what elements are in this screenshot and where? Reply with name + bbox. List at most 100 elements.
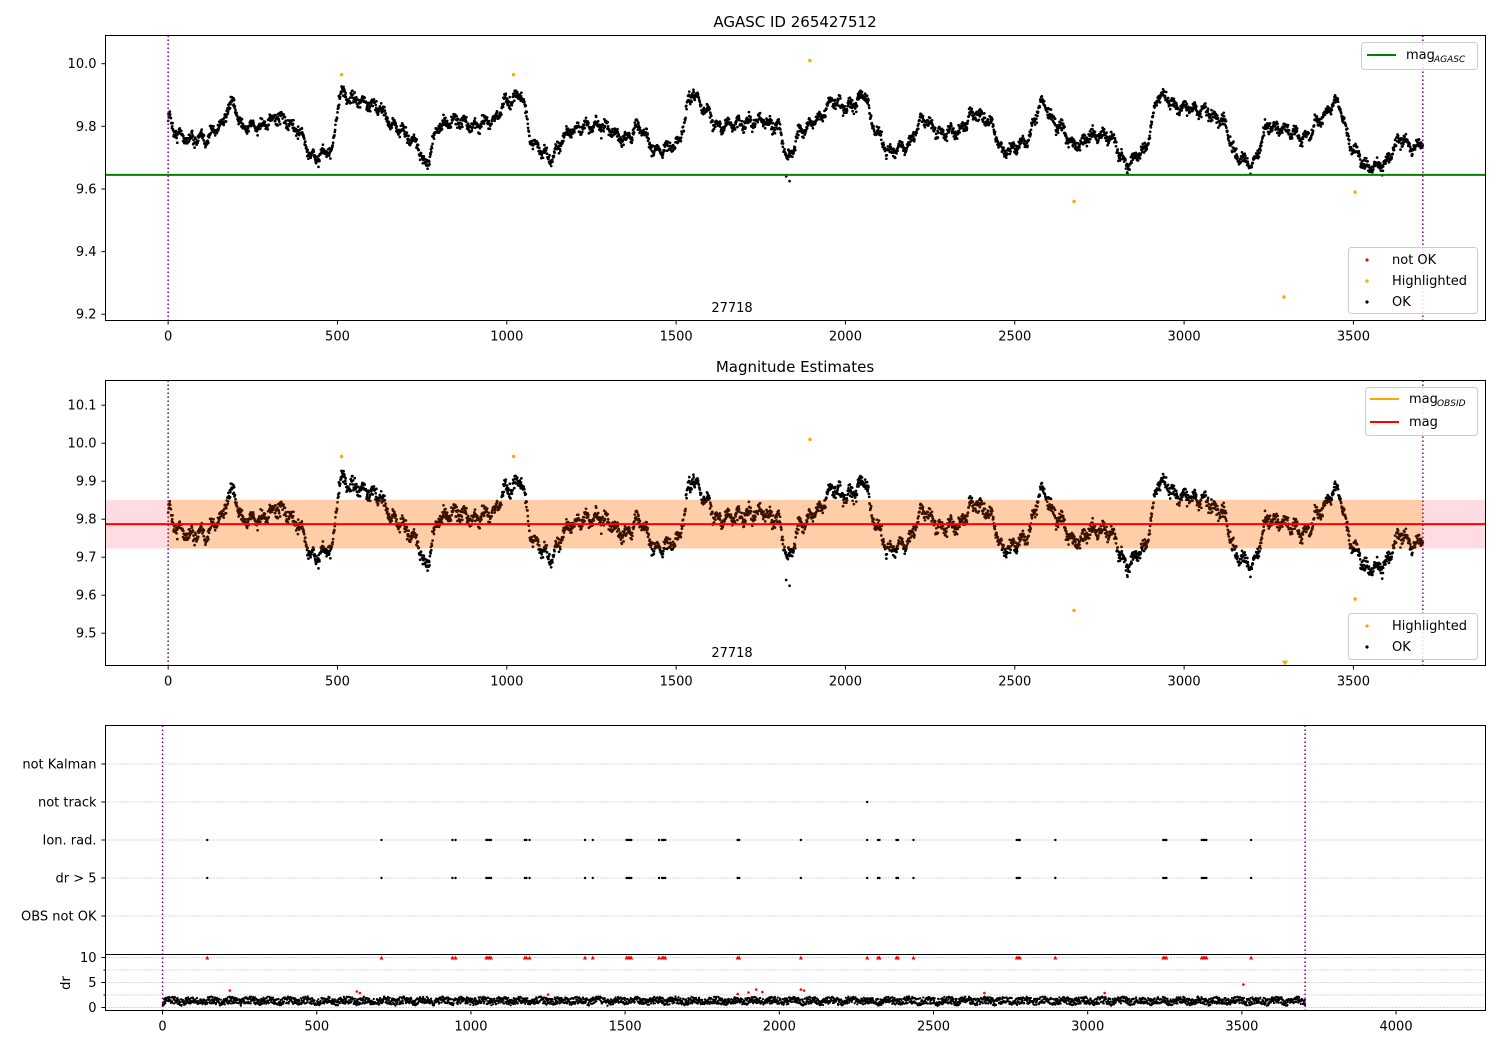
ok-point bbox=[1148, 130, 1152, 134]
ok-point bbox=[543, 143, 546, 147]
ok-point bbox=[367, 102, 370, 106]
ok-point bbox=[234, 497, 237, 501]
agasc-frame bbox=[105, 35, 1486, 321]
ok-point bbox=[372, 485, 376, 488]
ok-point bbox=[314, 562, 318, 566]
ok-point bbox=[429, 552, 432, 555]
ok-point bbox=[850, 99, 854, 102]
ok-point bbox=[1120, 147, 1123, 151]
ok-point bbox=[877, 126, 881, 129]
ok-point bbox=[545, 551, 549, 554]
ok-point bbox=[300, 520, 304, 523]
ok-point bbox=[226, 499, 230, 503]
x-tick-label: 1000 bbox=[490, 330, 523, 345]
ok-point bbox=[432, 137, 436, 140]
ok-point bbox=[565, 517, 568, 521]
ok-point bbox=[754, 123, 757, 126]
ok-point bbox=[885, 157, 888, 161]
ok-point bbox=[1336, 97, 1340, 100]
ok-point bbox=[168, 503, 172, 507]
ok-point bbox=[485, 507, 489, 510]
ok-point bbox=[296, 518, 300, 521]
ok-point bbox=[1168, 107, 1172, 111]
ok-point bbox=[473, 117, 477, 120]
ok-point bbox=[428, 554, 432, 558]
ok-point bbox=[1287, 129, 1291, 132]
ok-point bbox=[852, 112, 856, 116]
ok-point bbox=[1042, 99, 1046, 103]
ok-point bbox=[1384, 162, 1387, 165]
ok-point bbox=[970, 107, 974, 111]
ok-point bbox=[218, 123, 222, 126]
ok-point bbox=[235, 501, 238, 505]
ok-point bbox=[182, 134, 185, 138]
ok-point bbox=[199, 131, 203, 134]
ok-point bbox=[1210, 118, 1214, 122]
ok-point bbox=[412, 133, 416, 137]
ok-point bbox=[302, 532, 306, 536]
ok-point bbox=[429, 153, 432, 156]
ok-point bbox=[525, 115, 528, 118]
ok-point bbox=[526, 514, 530, 518]
ok-point bbox=[213, 134, 217, 137]
ok-point bbox=[480, 125, 483, 129]
ok-point bbox=[711, 118, 714, 122]
ok-point bbox=[394, 514, 398, 518]
ok-point bbox=[1367, 164, 1371, 167]
ok-point bbox=[1049, 108, 1053, 111]
ok-point bbox=[304, 145, 308, 149]
ok-point bbox=[371, 493, 375, 496]
ok-point bbox=[351, 89, 354, 93]
ok-point bbox=[958, 131, 961, 134]
ok-point bbox=[893, 156, 897, 160]
ok-point bbox=[709, 114, 713, 118]
ok-point bbox=[191, 529, 195, 532]
ok-point bbox=[353, 476, 357, 480]
ok-point bbox=[327, 551, 331, 555]
ok-point bbox=[500, 113, 503, 116]
legend-highlighted-label: Highlighted bbox=[1392, 274, 1467, 289]
ok-point bbox=[722, 128, 726, 132]
ok-point bbox=[307, 157, 310, 161]
ok-point bbox=[977, 118, 981, 122]
ok-point bbox=[213, 528, 217, 532]
ok-point bbox=[415, 138, 419, 141]
ok-point bbox=[729, 121, 733, 124]
ok-point bbox=[1040, 95, 1044, 98]
ok-point bbox=[570, 531, 573, 534]
ok-point bbox=[882, 143, 886, 147]
ok-point bbox=[252, 513, 255, 517]
ok-point bbox=[235, 114, 239, 118]
ok-point bbox=[903, 153, 907, 157]
ok-point bbox=[1027, 138, 1031, 142]
ok-point bbox=[267, 123, 271, 127]
ok-point bbox=[333, 133, 336, 137]
ok-point bbox=[466, 122, 470, 126]
ok-point bbox=[549, 565, 553, 569]
ok-point bbox=[926, 118, 930, 122]
ok-point bbox=[547, 557, 550, 561]
ok-point bbox=[358, 106, 362, 109]
ok-point bbox=[351, 479, 355, 482]
ok-point bbox=[196, 535, 200, 539]
ok-point bbox=[1387, 160, 1391, 164]
ok-point bbox=[673, 146, 677, 150]
ok-point bbox=[528, 529, 531, 533]
ok-point bbox=[444, 507, 447, 511]
ok-point bbox=[1226, 129, 1229, 133]
ok-point bbox=[417, 546, 421, 550]
ok-point bbox=[270, 510, 274, 514]
ok-point bbox=[1403, 135, 1406, 139]
ok-point bbox=[281, 117, 284, 120]
x-tick-label: 2000 bbox=[829, 330, 862, 345]
ok-point bbox=[779, 128, 782, 131]
ok-point bbox=[1067, 145, 1070, 149]
ok-point bbox=[427, 560, 431, 564]
ok-point bbox=[245, 526, 249, 530]
ok-point bbox=[592, 126, 596, 129]
ok-point bbox=[537, 146, 541, 150]
ok-point bbox=[1286, 123, 1290, 127]
ok-point bbox=[1234, 147, 1238, 150]
ok-point bbox=[562, 139, 565, 143]
legend-highlighted-marker bbox=[1365, 279, 1369, 283]
